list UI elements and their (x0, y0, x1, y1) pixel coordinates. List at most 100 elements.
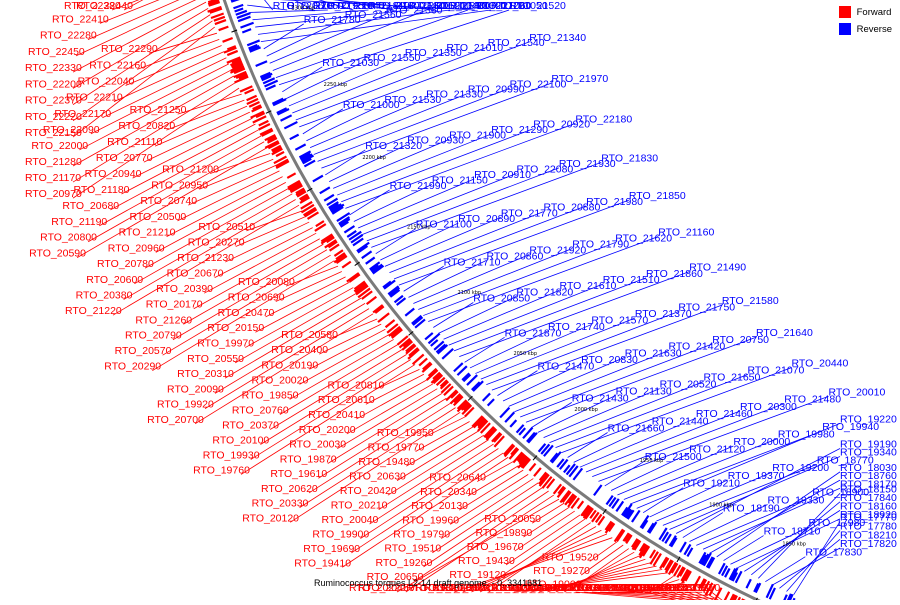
forward-gene-label[interactable]: RTO_19260 (375, 557, 432, 569)
forward-gene-label[interactable]: RTO_20170 (146, 299, 203, 311)
forward-gene-label[interactable]: RTO_20410 (308, 409, 365, 421)
forward-gene-label[interactable]: RTO_22200 (25, 78, 82, 90)
forward-gene-label[interactable]: RTO_21230 (177, 252, 234, 264)
forward-gene-label[interactable]: RTO_20570 (115, 345, 172, 357)
forward-gene-label[interactable]: RTO_20760 (232, 404, 289, 416)
reverse-gene-label[interactable]: RTO_21340 (529, 32, 586, 44)
forward-gene-label[interactable]: RTO_21170 (25, 172, 81, 184)
forward-gene-label[interactable]: RTO_20420 (340, 485, 397, 497)
forward-gene-label[interactable]: RTO_19920 (157, 399, 214, 411)
forward-gene-label[interactable]: RTO_20950 (151, 179, 208, 191)
reverse-gene-label[interactable]: RTO_19220 (840, 413, 897, 425)
forward-gene-label[interactable]: RTO_20810 (327, 379, 384, 391)
forward-gene-label[interactable]: RTO_21210 (119, 227, 176, 239)
forward-gene-label[interactable]: RTO_20400 (271, 344, 328, 356)
forward-gene-label[interactable]: RTO_20210 (331, 500, 388, 512)
forward-gene-label[interactable]: RTO_20790 (125, 330, 182, 342)
reverse-gene-label[interactable]: RTO_19190 (840, 439, 897, 451)
forward-gene-label[interactable]: RTO_20120 (242, 512, 299, 524)
forward-gene-label[interactable]: RTO_20340 (420, 486, 477, 498)
forward-gene-label[interactable]: RTO_20580 (281, 329, 338, 341)
forward-gene-label[interactable]: RTO_20500 (129, 211, 186, 223)
forward-gene-label[interactable]: RTO_22160 (89, 59, 146, 71)
forward-gene-label[interactable]: RTO_22000 (31, 140, 88, 152)
reverse-gene-label[interactable]: RTO_21160 (658, 227, 714, 239)
forward-gene-label[interactable]: RTO_20510 (198, 221, 255, 233)
forward-gene-label[interactable]: RTO_19770 (368, 442, 425, 454)
forward-gene-label[interactable]: RTO_20800 (40, 232, 97, 244)
forward-gene-label[interactable]: RTO_19430 (458, 555, 515, 567)
reverse-gene-label[interactable]: RTO_18030 (840, 462, 897, 474)
forward-gene-label[interactable]: RTO_22210 (66, 92, 123, 104)
forward-gene-label[interactable]: RTO_22280 (40, 30, 97, 42)
forward-gene-label[interactable]: RTO_20700 (147, 414, 204, 426)
forward-gene-label[interactable]: RTO_20740 (140, 195, 197, 207)
forward-gene-label[interactable]: RTO_19850 (242, 389, 299, 401)
forward-gene-label[interactable]: RTO_20550 (187, 353, 244, 365)
forward-gene-label[interactable]: RTO_20370 (222, 420, 279, 432)
reverse-gene-label[interactable]: RTO_21970 (551, 73, 608, 85)
forward-gene-label[interactable]: RTO_22450 (28, 46, 85, 58)
forward-gene-label[interactable]: RTO_20290 (104, 361, 161, 373)
forward-gene-label[interactable]: RTO_22290 (101, 43, 158, 55)
forward-gene-label[interactable]: RTO_20310 (177, 368, 234, 380)
forward-gene-label[interactable]: RTO_20780 (97, 258, 154, 270)
forward-gene-label[interactable]: RTO_20470 (218, 307, 275, 319)
forward-gene-label[interactable]: RTO_20590 (29, 248, 86, 260)
forward-gene-label[interactable]: RTO_21180 (73, 184, 129, 196)
forward-gene-label[interactable]: RTO_20090 (167, 383, 224, 395)
forward-gene-label[interactable]: RTO_19960 (402, 514, 459, 526)
forward-gene-label[interactable]: RTO_20190 (261, 359, 318, 371)
forward-gene-label[interactable]: RTO_20380 (76, 290, 133, 302)
forward-gene-label[interactable]: RTO_19480 (358, 456, 415, 468)
forward-gene-label[interactable]: RTO_20330 (252, 498, 309, 510)
forward-gene-label[interactable]: RTO_19930 (203, 449, 260, 461)
forward-gene-label[interactable]: RTO_20150 (207, 322, 264, 334)
reverse-gene-label[interactable]: RTO_18150 (840, 483, 897, 495)
forward-gene-label[interactable]: RTO_20050 (484, 513, 541, 525)
forward-gene-label[interactable]: RTO_21220 (65, 305, 122, 317)
reverse-gene-label[interactable]: RTO_21520 (509, 0, 566, 12)
forward-gene-label[interactable]: RTO_19270 (533, 565, 590, 577)
forward-gene-label[interactable]: RTO_21200 (162, 163, 219, 175)
forward-gene-label[interactable]: RTO_22170 (54, 108, 111, 120)
forward-gene-label[interactable]: RTO_19510 (384, 543, 441, 555)
forward-gene-label[interactable]: RTO_22410 (52, 13, 109, 25)
reverse-gene-label[interactable]: RTO_17770 (840, 512, 897, 524)
reverse-gene-label[interactable]: RTO_20440 (792, 358, 849, 370)
reverse-gene-label[interactable]: RTO_21850 (629, 190, 686, 202)
forward-gene-label[interactable]: RTO_19760 (193, 464, 250, 476)
forward-gene-label[interactable]: RTO_22380 (64, 0, 121, 12)
forward-gene-label[interactable]: RTO_21190 (51, 216, 107, 228)
forward-gene-label[interactable]: RTO_20040 (322, 514, 379, 526)
reverse-gene-label[interactable]: RTO_21490 (689, 262, 746, 274)
forward-gene-label[interactable]: RTO_20030 (289, 439, 346, 451)
forward-gene-label[interactable]: RTO_19900 (312, 529, 369, 541)
forward-gene-label[interactable]: RTO_20130 (411, 500, 468, 512)
forward-gene-label[interactable]: RTO_19790 (393, 529, 450, 541)
forward-gene-label[interactable]: RTO_19610 (270, 468, 327, 480)
forward-gene-label[interactable]: RTO_20680 (62, 200, 119, 212)
forward-gene-label[interactable]: RTO_20960 (108, 242, 165, 254)
forward-gene-label[interactable]: RTO_21110 (107, 136, 162, 148)
forward-gene-label[interactable]: RTO_20630 (349, 471, 406, 483)
forward-gene-label[interactable]: RTO_20100 (212, 435, 269, 447)
forward-gene-label[interactable]: RTO_19890 (475, 527, 532, 539)
forward-gene-label[interactable]: RTO_21250 (130, 104, 187, 116)
forward-gene-label[interactable]: RTO_20270 (188, 236, 245, 248)
reverse-gene-label[interactable]: RTO_21580 (722, 295, 779, 307)
forward-gene-label[interactable]: RTO_22330 (25, 62, 82, 74)
forward-gene-label[interactable]: RTO_19950 (377, 427, 434, 439)
reverse-gene-label[interactable]: RTO_20010 (828, 386, 885, 398)
forward-gene-label[interactable]: RTO_20390 (156, 283, 213, 295)
forward-gene-label[interactable]: RTO_21260 (135, 314, 192, 326)
forward-gene-label[interactable]: RTO_20600 (86, 274, 143, 286)
reverse-gene-label[interactable]: RTO_21640 (756, 327, 813, 339)
reverse-gene-label[interactable]: RTO_21830 (601, 152, 658, 164)
forward-gene-label[interactable]: RTO_20820 (118, 120, 175, 132)
forward-gene-label[interactable]: RTO_19970 (197, 338, 254, 350)
forward-gene-label[interactable]: RTO_20770 (96, 152, 153, 164)
reverse-gene-label[interactable]: RTO_22180 (575, 113, 632, 125)
forward-gene-label[interactable]: RTO_19670 (467, 541, 524, 553)
forward-gene-label[interactable]: RTO_19520 (542, 551, 599, 563)
